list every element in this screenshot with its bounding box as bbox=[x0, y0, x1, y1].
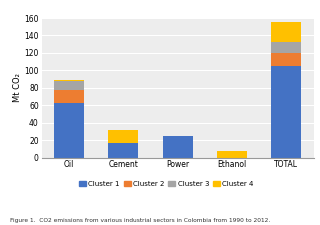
Bar bbox=[108, 130, 138, 143]
Bar bbox=[271, 66, 301, 158]
Legend: Cluster 1, Cluster 2, Cluster 3, Cluster 4: Cluster 1, Cluster 2, Cluster 3, Cluster… bbox=[76, 178, 256, 190]
Bar bbox=[271, 53, 301, 66]
Bar bbox=[108, 143, 138, 158]
Bar bbox=[54, 81, 84, 90]
Bar bbox=[271, 42, 301, 53]
Y-axis label: Mt CO₂: Mt CO₂ bbox=[12, 73, 21, 102]
Bar bbox=[54, 80, 84, 81]
Bar bbox=[217, 151, 247, 158]
Bar bbox=[54, 90, 84, 103]
Bar bbox=[54, 103, 84, 158]
Bar bbox=[271, 22, 301, 42]
Bar bbox=[163, 136, 193, 157]
Text: Figure 1.  CO2 emissions from various industrial sectors in Colombia from 1990 t: Figure 1. CO2 emissions from various ind… bbox=[10, 218, 270, 223]
